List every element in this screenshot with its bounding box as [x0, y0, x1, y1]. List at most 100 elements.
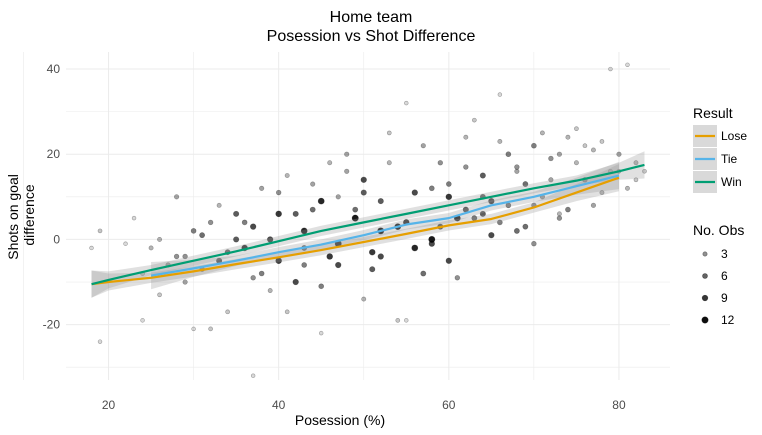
scatter-point	[463, 164, 469, 170]
scatter-point	[148, 245, 154, 251]
scatter-point	[250, 373, 256, 378]
scatter-point	[344, 168, 350, 174]
scatter-point	[446, 181, 452, 187]
scatter-point	[497, 92, 503, 97]
legend-size-marker	[701, 316, 709, 324]
legend-size-marker	[702, 273, 708, 279]
series-line-win	[91, 163, 645, 286]
scatter-point	[233, 210, 240, 217]
scatter-point	[97, 228, 103, 234]
scatter-point	[616, 151, 622, 157]
ribbon-win	[91, 151, 645, 298]
legend-size-label: 9	[721, 291, 728, 305]
scatter-point	[411, 244, 419, 252]
scatter-point	[310, 181, 316, 187]
scatter-point	[140, 318, 145, 323]
y-tick-label: 40	[47, 62, 61, 76]
scatter-point	[472, 117, 477, 123]
scatter-point	[411, 189, 418, 196]
scatter-point	[625, 62, 630, 67]
legend-label-win: Win	[721, 175, 742, 189]
scatter-point	[479, 172, 486, 179]
scatter-point	[539, 130, 545, 136]
legend-size-label: 12	[721, 313, 735, 327]
scatter-point	[182, 279, 188, 285]
scatter-point	[225, 309, 230, 315]
scatter-point	[590, 202, 597, 208]
chart-title: Home team	[330, 9, 413, 26]
scatter-point	[191, 326, 196, 332]
scatter-point	[284, 173, 290, 178]
ribbon-lose	[91, 164, 619, 298]
scatter-point	[335, 194, 341, 200]
scatter-point	[428, 240, 435, 247]
scatter-point	[207, 219, 214, 226]
x-axis-label: Posession (%)	[295, 412, 385, 428]
scatter-point	[309, 206, 316, 213]
smooth-ribbons	[91, 151, 645, 298]
scatter-point	[522, 181, 529, 187]
scatter-point	[250, 275, 256, 281]
scatter-point	[344, 151, 350, 157]
scatter-point	[318, 330, 324, 336]
y-axis-label-line-1: Shots on goal	[5, 174, 21, 260]
series-line-tie	[150, 174, 620, 277]
x-tick-label: 40	[272, 398, 286, 412]
y-tick-label: -20	[43, 318, 61, 332]
scatter-point	[642, 168, 647, 174]
scatter-point	[351, 214, 359, 222]
scatter-point	[275, 189, 282, 196]
scatter-point	[327, 160, 333, 166]
scatter-point	[445, 193, 453, 201]
scatter-point	[514, 164, 520, 170]
scatter-point	[368, 248, 376, 256]
scatter-point	[301, 262, 307, 268]
y-axis-ticks: -20 0 20 40	[43, 62, 61, 332]
scatter-point	[420, 143, 426, 149]
x-axis-ticks: 20 40 60 80	[102, 398, 626, 412]
scatter-point	[404, 318, 409, 323]
series-line-lose	[91, 176, 620, 286]
scatter-point	[582, 143, 588, 149]
scatter-point	[573, 160, 579, 166]
scatter-point	[386, 130, 392, 136]
scatter-point	[633, 160, 639, 166]
scatter-point	[241, 219, 248, 226]
scatter-point	[292, 278, 299, 286]
legend-size-title: No. Obs	[693, 222, 744, 238]
scatter-point	[522, 223, 529, 230]
scatter-point	[463, 134, 469, 140]
scatter-point	[89, 245, 94, 251]
scatter-point	[556, 151, 562, 157]
scatter-point	[326, 253, 333, 260]
scatter-point	[513, 227, 520, 234]
scatter-point	[258, 270, 265, 277]
legend-label-lose: Lose	[721, 129, 747, 143]
x-tick-label: 60	[442, 398, 456, 412]
y-tick-label: 20	[47, 147, 61, 161]
scatter-point	[488, 232, 495, 239]
y-axis-label-line-2: difference	[21, 184, 37, 245]
scatter-point	[123, 241, 128, 246]
scatter-point	[377, 198, 384, 205]
scatter-point	[318, 283, 325, 290]
scatter-point	[190, 228, 197, 234]
legend-label-tie: Tie	[721, 152, 738, 166]
scatter-point	[131, 215, 137, 221]
scatter-point	[386, 160, 392, 166]
legend-color-title: Result	[693, 105, 733, 121]
scatter-point	[445, 257, 452, 264]
scatter-point	[420, 270, 427, 277]
scatter-point	[454, 275, 461, 281]
scatter-point	[599, 190, 605, 196]
scatter-point	[556, 215, 563, 221]
scatter-point	[292, 210, 299, 217]
scatter-point	[267, 288, 273, 293]
scatter-point	[633, 177, 639, 183]
legend-size-label: 6	[721, 269, 728, 283]
scatter-point	[488, 197, 495, 205]
scatter-point	[514, 168, 520, 174]
scatter-point	[497, 139, 503, 144]
legend: Result No. Obs Lose Tie Win 3 6 9 12	[693, 105, 747, 327]
